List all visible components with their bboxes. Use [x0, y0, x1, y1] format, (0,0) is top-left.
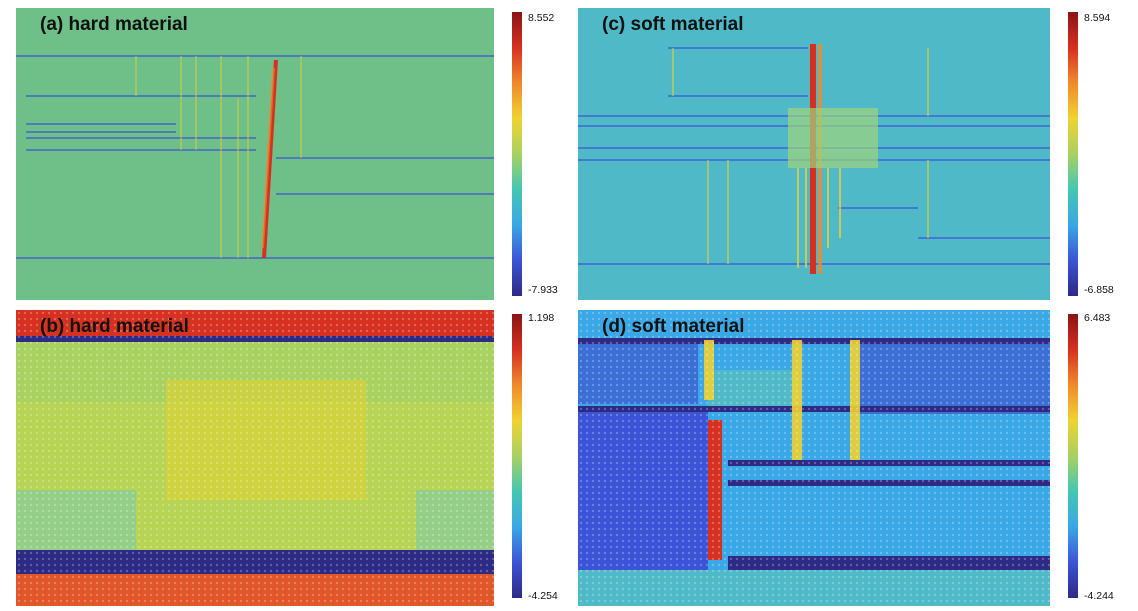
panel-a-colorbar	[512, 12, 522, 296]
panel-b-strain-map	[16, 310, 494, 606]
panel-a-stress-map	[16, 8, 494, 300]
panel-d-image: (d) soft material	[578, 310, 1050, 606]
panel-c-stress-map	[578, 8, 1050, 300]
panel-b-colorbar	[512, 314, 522, 598]
panel-b-colorbar-min: -4.254	[528, 590, 558, 602]
panel-a-image: (a) hard material	[16, 8, 494, 300]
panel-a-title: (a) hard material	[40, 14, 188, 35]
panel-b-title: (b) hard material	[40, 316, 189, 337]
panel-a-colorbar-max: 8.552	[528, 12, 555, 24]
panel-c-colorbar	[1068, 12, 1078, 296]
panel-d-colorbar	[1068, 314, 1078, 598]
panel-b-image: (b) hard material	[16, 310, 494, 606]
panel-d-colorbar-max: 6.483	[1084, 312, 1111, 324]
panel-b-colorbar-max: 1.198	[528, 312, 555, 324]
panel-c-image: (c) soft material	[578, 8, 1050, 300]
panel-c-colorbar-min: -6.858	[1084, 284, 1114, 296]
panel-d-strain-map	[578, 310, 1050, 606]
panel-d-title: (d) soft material	[602, 316, 745, 337]
panel-c-colorbar-max: 8.594	[1084, 12, 1111, 24]
panel-a-colorbar-min: -7.933	[528, 284, 558, 296]
panel-d-colorbar-min: -4.244	[1084, 590, 1114, 602]
panel-c-title: (c) soft material	[602, 14, 744, 35]
